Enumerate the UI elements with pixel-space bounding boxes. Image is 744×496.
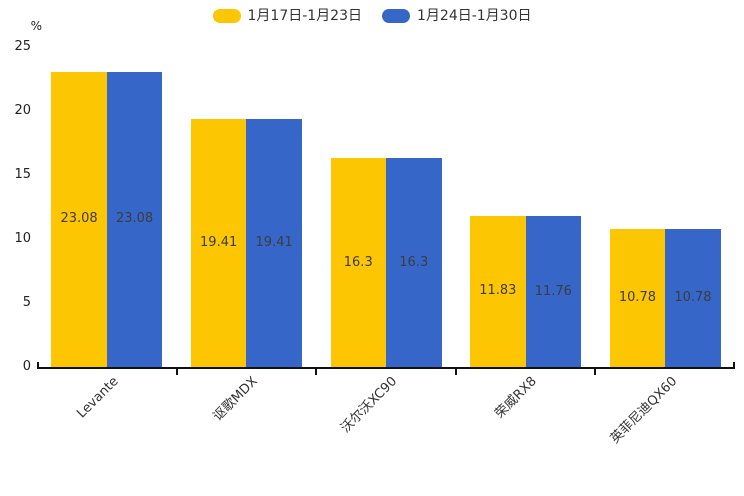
legend: 1月17日-1月23日 1月24日-1月30日 xyxy=(0,7,744,25)
bar-value-label: 23.08 xyxy=(60,211,98,227)
x-axis-left-cap xyxy=(37,362,39,367)
bar-value-label: 16.3 xyxy=(343,254,373,270)
y-tick-label: 10 xyxy=(14,231,31,246)
bar-Levante-series2 xyxy=(106,71,163,367)
y-tick-label: 0 xyxy=(22,359,31,374)
legend-label: 1月17日-1月23日 xyxy=(247,8,363,24)
bar-Levante-series1 xyxy=(51,71,107,367)
y-tick-label: 20 xyxy=(14,103,31,118)
category-label-荣威RX8: 荣威RX8 xyxy=(492,374,541,422)
legend-item-1[interactable]: 1月17日-1月23日 xyxy=(212,7,363,25)
bar-value-label: 23.08 xyxy=(115,211,154,227)
bar-讴歌MDX-series2 xyxy=(246,118,302,367)
bar-value-label: 10.78 xyxy=(674,290,712,305)
x-axis-tick xyxy=(315,369,318,375)
legend-item-2[interactable]: 1月24日-1月30日 xyxy=(382,7,532,25)
x-axis-line xyxy=(37,367,735,369)
x-axis-right-cap xyxy=(733,362,735,367)
x-axis-tick xyxy=(594,369,597,375)
bar-英菲尼迪QX60-series2 xyxy=(665,229,721,367)
legend-swatch-icon xyxy=(382,9,410,23)
bar-value-label: 19.41 xyxy=(255,234,293,250)
bar-沃尔沃XC90-series1 xyxy=(330,158,386,367)
y-tick-label: 25 xyxy=(14,39,31,54)
legend-label: 1月24日-1月30日 xyxy=(417,8,532,24)
y-tick-label: 5 xyxy=(22,295,31,310)
bar-value-label: 11.83 xyxy=(479,283,517,299)
y-tick-label: 15 xyxy=(14,167,31,182)
category-label-英菲尼迪QX60: 英菲尼迪QX60 xyxy=(607,374,680,447)
x-axis-tick xyxy=(175,369,178,375)
bar-沃尔沃XC90-series2 xyxy=(386,158,442,367)
y-axis-unit-label: % xyxy=(30,19,42,33)
bar-value-label: 11.76 xyxy=(534,283,572,299)
bar-value-label: 10.78 xyxy=(618,290,657,305)
category-label-沃尔沃XC90: 沃尔沃XC90 xyxy=(338,374,401,436)
legend-swatch-icon xyxy=(212,9,241,23)
bar-荣威RX8-series2 xyxy=(525,216,582,367)
bar-value-label: 16.3 xyxy=(399,254,429,270)
bar-荣威RX8-series1 xyxy=(470,215,526,367)
bar-英菲尼迪QX60-series1 xyxy=(609,229,666,367)
category-label-Levante: Levante xyxy=(74,374,122,422)
category-label-讴歌MDX: 讴歌MDX xyxy=(210,374,262,425)
bar-讴歌MDX-series1 xyxy=(190,118,247,367)
x-axis-tick xyxy=(454,369,457,375)
bar-value-label: 19.41 xyxy=(200,234,238,250)
